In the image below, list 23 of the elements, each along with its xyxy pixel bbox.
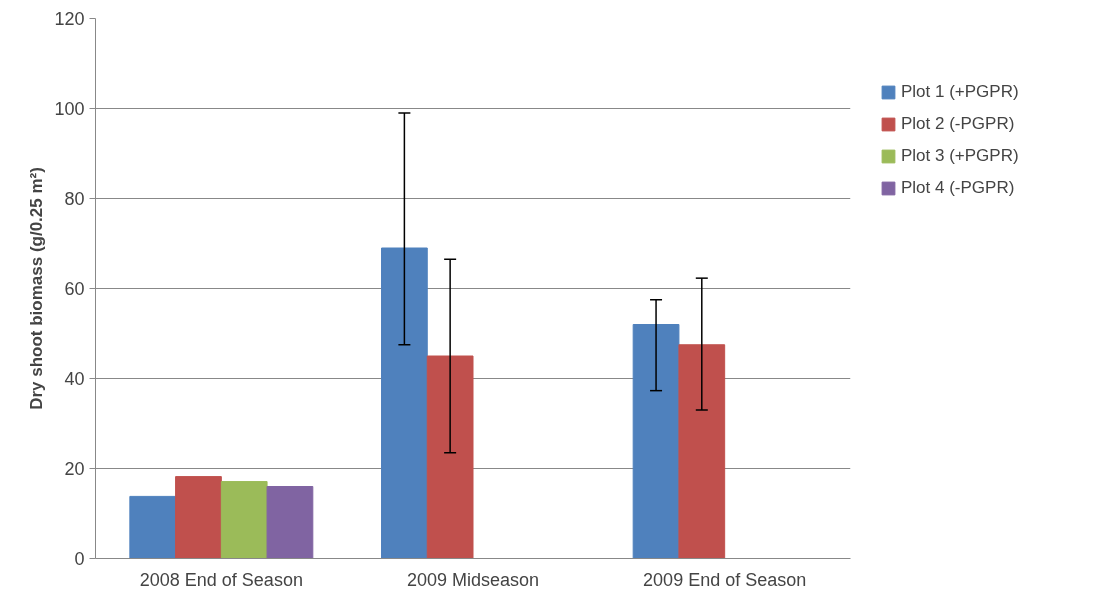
y-tick-label: 100: [54, 99, 85, 119]
bar: [220, 481, 268, 559]
y-tick-label: 60: [64, 279, 85, 299]
bar: [632, 324, 680, 559]
bar: [678, 344, 726, 559]
legend-label: Plot 3 (+PGPR): [901, 146, 1019, 166]
bar: [426, 355, 474, 559]
y-tick-label: 80: [64, 189, 85, 209]
legend-label: Plot 2 (-PGPR): [901, 114, 1015, 134]
y-tick-label: 20: [64, 459, 85, 479]
bar: [266, 486, 314, 559]
x-tick-label: 2009 End of Season: [643, 569, 807, 590]
legend-label: Plot 1 (+PGPR): [901, 82, 1019, 102]
y-tick-label: 0: [74, 549, 85, 569]
x-tick-label: 2008 End of Season: [139, 569, 303, 590]
bar: [175, 476, 222, 559]
bar: [381, 247, 428, 559]
legend-label: Plot 4 (-PGPR): [901, 178, 1015, 198]
y-axis-title: Dry shoot biomass (g/0.25 m²): [27, 167, 47, 410]
y-tick-label: 40: [64, 369, 85, 389]
x-tick-label: 2009 Midseason: [406, 569, 540, 590]
bar: [129, 495, 177, 559]
y-tick-label: 120: [54, 9, 85, 29]
